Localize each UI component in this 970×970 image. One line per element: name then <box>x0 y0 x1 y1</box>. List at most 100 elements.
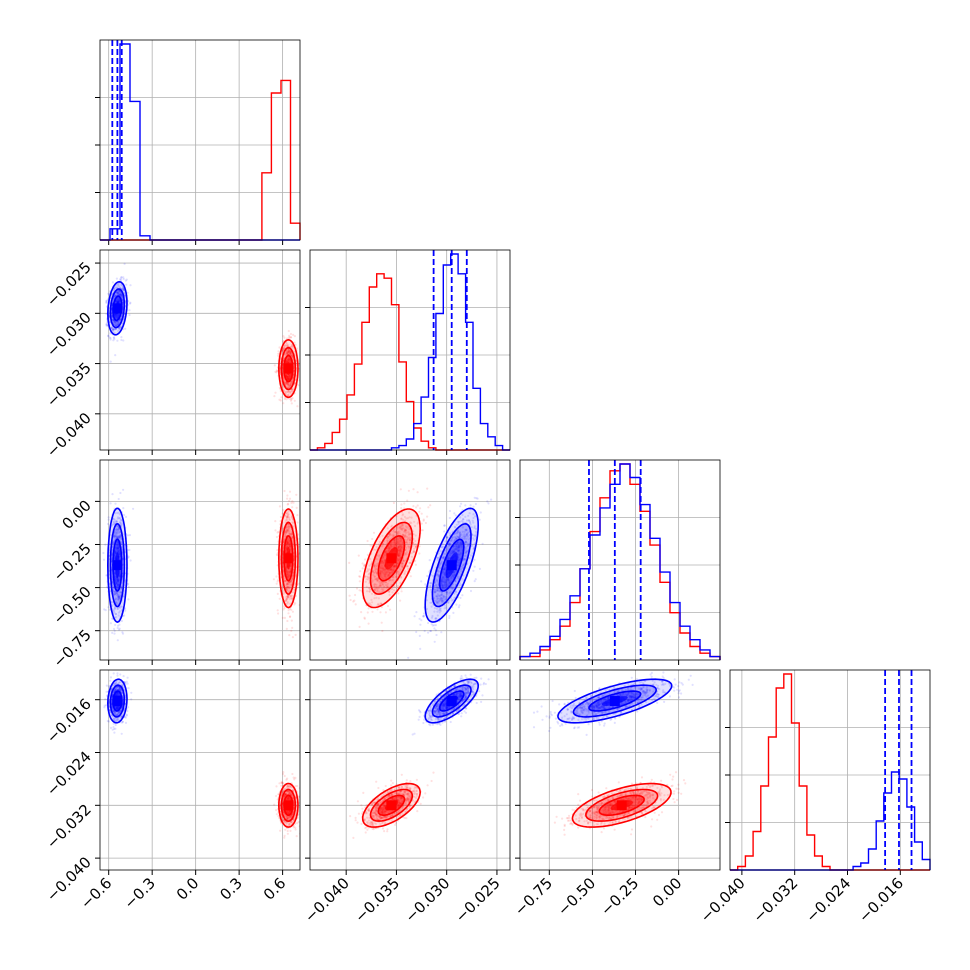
sample-point <box>290 382 293 385</box>
sample-point <box>404 529 407 532</box>
sample-point <box>448 582 451 585</box>
sample-point <box>288 533 291 536</box>
sample-point <box>286 582 289 585</box>
sample-point <box>288 586 291 589</box>
sample-point <box>454 514 457 517</box>
sample-point <box>112 328 115 331</box>
sample-point <box>282 592 285 596</box>
sample-point <box>127 585 130 589</box>
sample-point <box>455 546 458 549</box>
sample-point <box>285 571 288 574</box>
sample-point <box>116 547 119 550</box>
sample-point <box>113 288 116 291</box>
sample-point <box>446 579 449 582</box>
sample-point <box>286 595 289 598</box>
sample-point <box>286 542 289 546</box>
sample-point <box>128 313 131 317</box>
sample-point <box>479 511 482 514</box>
sample-point <box>125 278 128 281</box>
sample-point <box>285 586 288 590</box>
sample-point <box>285 342 288 345</box>
sample-point <box>113 590 116 593</box>
sample-point <box>435 579 438 582</box>
sample-point <box>288 598 291 601</box>
sample-point <box>121 631 124 634</box>
sample-point <box>459 505 462 508</box>
sample-point <box>114 531 117 534</box>
sample-point <box>118 549 121 552</box>
sample-point <box>433 627 436 630</box>
sample-point <box>118 293 121 296</box>
sample-point <box>293 583 296 586</box>
sample-point <box>287 530 290 533</box>
sample-point <box>116 585 119 588</box>
sample-point <box>104 609 107 612</box>
sample-point <box>284 531 287 534</box>
sample-point <box>473 525 476 528</box>
sample-point <box>117 581 120 584</box>
sample-point <box>120 283 123 286</box>
sample-point <box>471 519 474 522</box>
sample-point <box>460 519 464 523</box>
sample-point <box>418 634 421 638</box>
sample-point <box>441 580 444 583</box>
sample-point <box>388 568 391 571</box>
sample-point <box>116 300 119 303</box>
sample-point <box>393 541 396 544</box>
sample-point <box>118 627 121 630</box>
sample-point <box>288 349 291 352</box>
sample-point <box>294 602 297 605</box>
sample-point <box>119 291 122 294</box>
sample-point <box>453 573 456 576</box>
sample-point <box>117 315 120 318</box>
sample-point <box>464 546 467 549</box>
sample-point <box>116 298 119 301</box>
sample-point <box>111 601 114 604</box>
sample-point <box>114 574 117 578</box>
sample-point <box>463 558 467 561</box>
sample-point <box>430 629 433 633</box>
sample-point <box>287 389 291 392</box>
sample-point <box>282 388 285 391</box>
sample-point <box>285 518 288 521</box>
sample-point <box>287 510 290 513</box>
sample-point <box>118 597 121 600</box>
sample-point <box>286 586 289 589</box>
sample-point <box>274 529 277 532</box>
sample-point <box>286 546 289 549</box>
sample-point <box>129 301 132 304</box>
sample-point <box>457 545 460 548</box>
sample-point <box>124 279 127 282</box>
sample-point <box>114 578 117 582</box>
sample-point <box>387 573 390 577</box>
sample-point <box>462 521 465 524</box>
sample-point <box>434 624 437 627</box>
sample-point <box>438 590 441 593</box>
sample-point <box>443 595 446 598</box>
sample-point <box>284 392 288 395</box>
sample-point <box>397 546 400 549</box>
sample-point <box>454 542 458 546</box>
sample-point <box>285 360 288 363</box>
sample-point <box>289 332 293 336</box>
sample-point <box>370 604 373 607</box>
sample-point <box>467 543 470 546</box>
sample-point <box>285 381 288 384</box>
sample-point <box>283 574 286 578</box>
sample-point <box>452 586 455 589</box>
sample-point <box>465 532 468 536</box>
sample-point <box>439 596 442 599</box>
sample-point <box>457 559 460 562</box>
sample-point <box>285 519 288 522</box>
sample-point <box>295 506 298 509</box>
sample-point <box>388 572 391 575</box>
sample-point <box>287 389 290 393</box>
contour-blue <box>438 538 465 592</box>
sample-point <box>117 580 120 583</box>
sample-point <box>457 522 460 525</box>
sample-point <box>458 531 461 534</box>
sample-point <box>119 293 122 296</box>
sample-point <box>286 570 289 573</box>
sample-point <box>118 551 121 554</box>
sample-point <box>117 546 121 550</box>
